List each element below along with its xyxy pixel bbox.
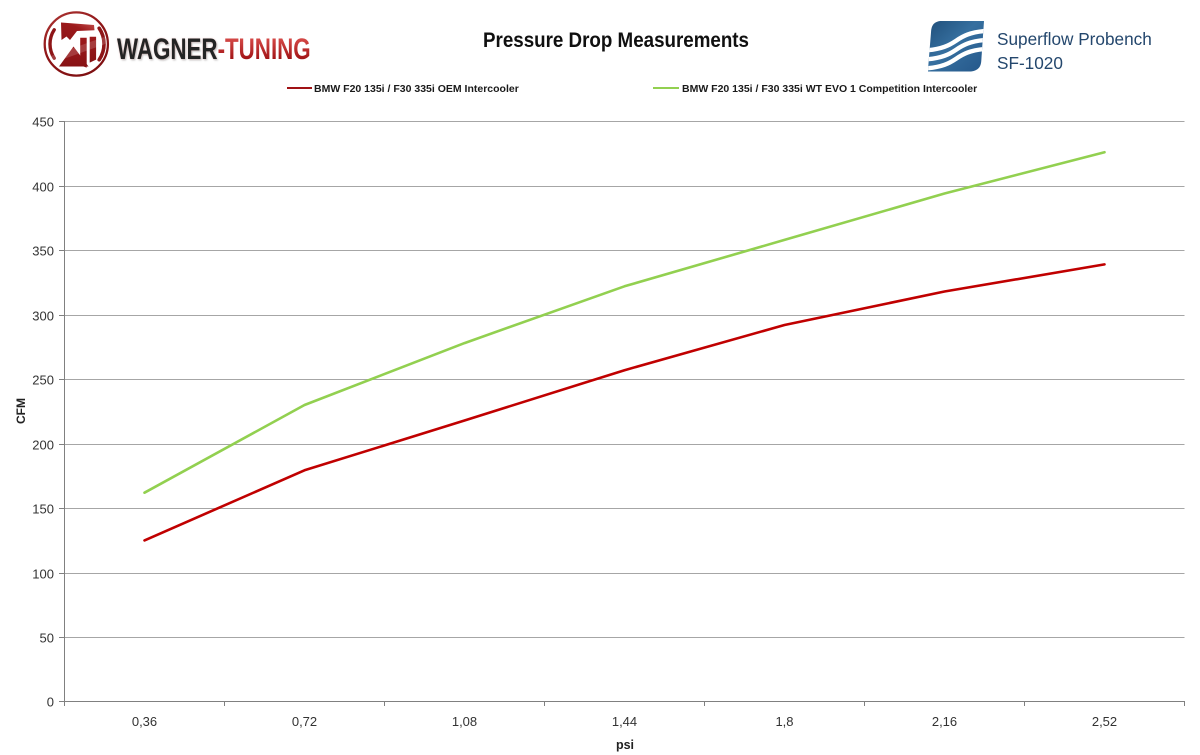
svg-text:400: 400 <box>32 180 54 195</box>
svg-text:psi: psi <box>616 738 634 752</box>
svg-text:1,08: 1,08 <box>452 714 477 729</box>
svg-text:150: 150 <box>32 502 54 517</box>
svg-text:CFM: CFM <box>14 398 28 424</box>
svg-text:0,36: 0,36 <box>132 714 157 729</box>
svg-text:450: 450 <box>32 115 54 130</box>
svg-text:1,8: 1,8 <box>775 714 793 729</box>
svg-text:1,44: 1,44 <box>612 714 637 729</box>
svg-text:300: 300 <box>32 309 54 324</box>
svg-text:2,52: 2,52 <box>1092 714 1117 729</box>
svg-text:2,16: 2,16 <box>932 714 957 729</box>
svg-text:50: 50 <box>40 631 54 646</box>
svg-text:0,72: 0,72 <box>292 714 317 729</box>
svg-text:200: 200 <box>32 438 54 453</box>
svg-text:250: 250 <box>32 373 54 388</box>
svg-text:100: 100 <box>32 567 54 582</box>
svg-text:350: 350 <box>32 244 54 259</box>
svg-text:0: 0 <box>47 695 54 710</box>
